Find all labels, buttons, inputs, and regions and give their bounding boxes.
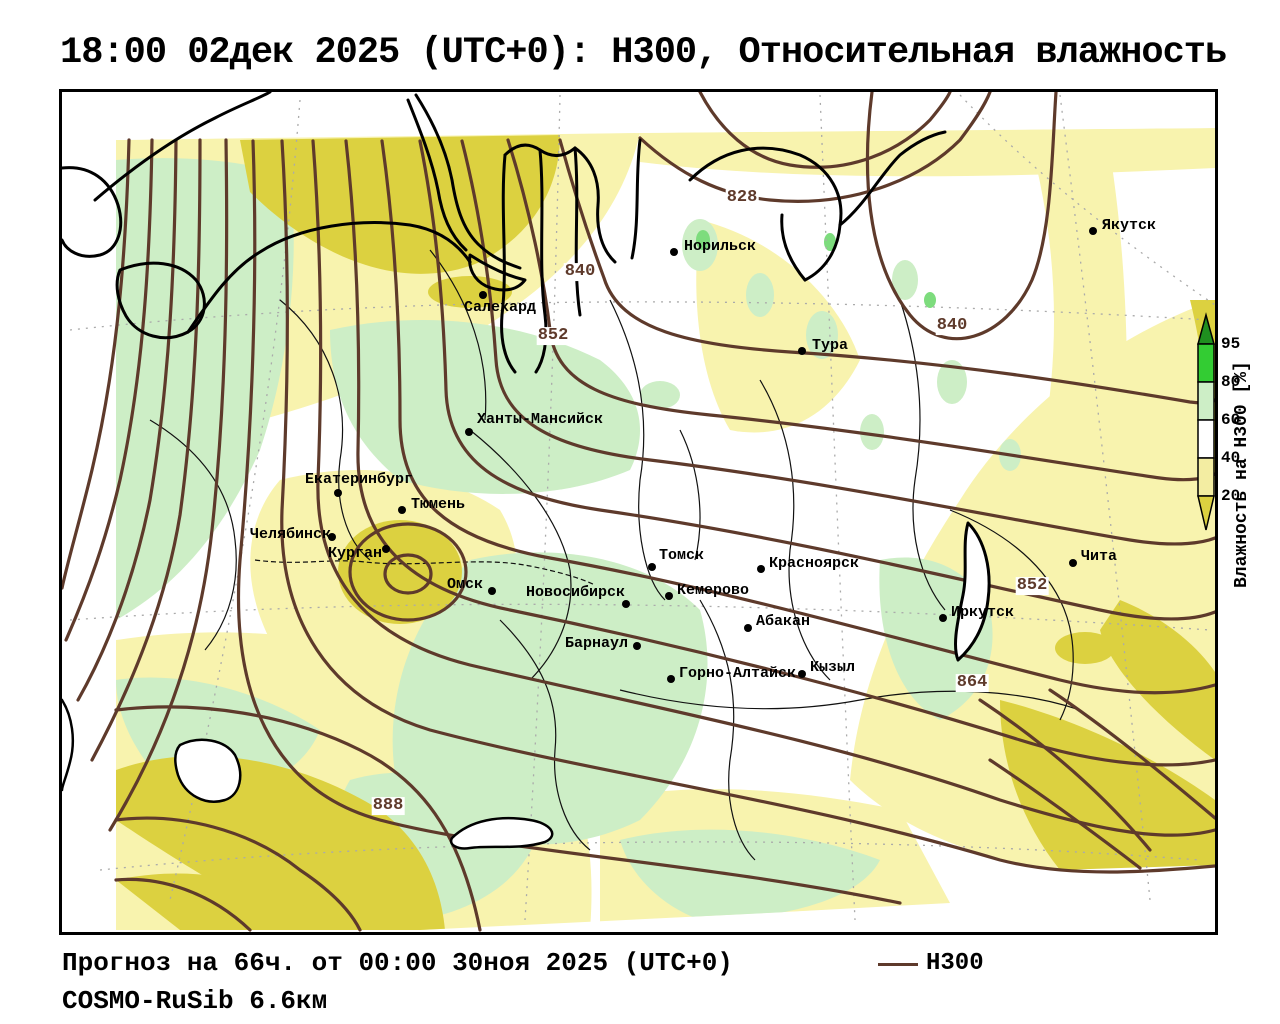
- yamal-tip: [503, 143, 577, 157]
- legend-line-sample: [878, 963, 918, 966]
- admin-borders-layer: [149, 249, 1081, 861]
- page-title: 18:00 02дек 2025 (UTC+0): H300, Относите…: [60, 32, 1227, 74]
- novaya-zemlya-south: [468, 253, 527, 292]
- legend-label: H300: [926, 950, 984, 977]
- colorbar-tick-20: 20: [1221, 487, 1241, 505]
- taz-bay: [573, 146, 617, 264]
- colorbar-tick-95: 95: [1221, 335, 1241, 353]
- scandinavia-coast: [93, 92, 272, 202]
- colorbar-seg-60-80: [1197, 381, 1215, 421]
- aral-sea: [174, 738, 242, 803]
- gydan-coast: [573, 146, 582, 317]
- colorbar-arrow-bottom: [1197, 495, 1215, 531]
- map-canvas: [62, 92, 1215, 932]
- forecast-info-line: Прогноз на 66ч. от 00:00 30ноя 2025 (UTC…: [62, 948, 733, 978]
- ob-bay: [500, 153, 517, 374]
- colorbar-seg-40-60: [1197, 419, 1215, 459]
- novaya-zemlya-west: [406, 98, 468, 252]
- colorbar-axis-label: Влажность на H300 [%]: [1232, 361, 1252, 588]
- colorbar-tick-80: 80: [1221, 373, 1241, 391]
- colorbar-seg-20-40: [1197, 457, 1215, 497]
- colorbar-seg-80-95: [1197, 343, 1215, 383]
- lake-baikal: [954, 521, 991, 662]
- model-info-line: COSMO-RuSib 6.6км: [62, 986, 328, 1016]
- novaya-zemlya-east: [414, 93, 522, 270]
- colorbar-tick-60: 60: [1221, 411, 1241, 429]
- lake-balkhash: [449, 816, 554, 850]
- colorbar: [1197, 312, 1215, 531]
- colorbar-tick-40: 40: [1221, 449, 1241, 467]
- caspian-edge: [62, 698, 75, 792]
- taymyr-northeast: [838, 130, 947, 227]
- taymyr-bay: [780, 213, 807, 282]
- map-frame: [59, 89, 1218, 935]
- taymyr-coast: [688, 146, 843, 282]
- contour-lines-layer: [62, 92, 1215, 932]
- barents-coast: [186, 221, 472, 334]
- yenisei-bay: [630, 138, 642, 260]
- humidity-fill-layer: [116, 128, 1215, 930]
- kola-coast: [62, 166, 123, 258]
- yamal-coast: [534, 148, 548, 374]
- coastline-layer: [62, 92, 991, 850]
